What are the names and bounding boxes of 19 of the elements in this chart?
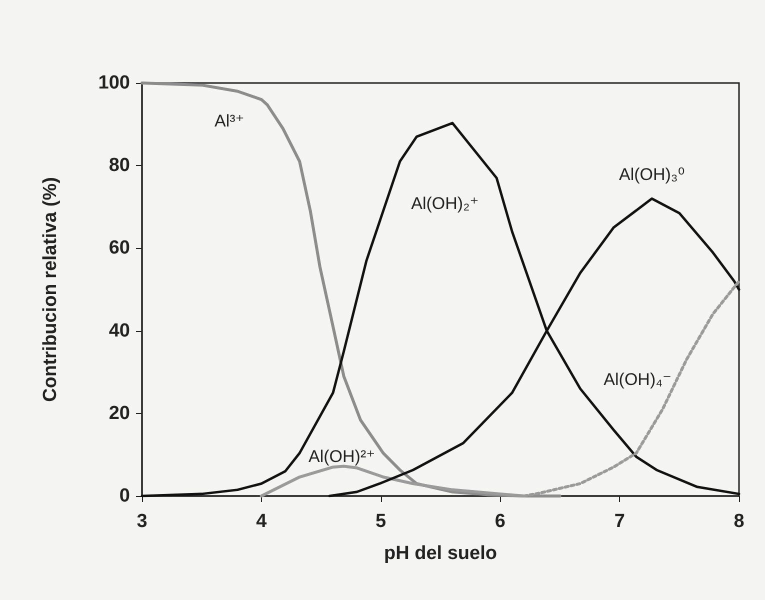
series-label: Al(OH)₃⁰ (618, 165, 685, 184)
series-label: Al(OH)²⁺ (308, 446, 376, 466)
y-tick-label: 80 (108, 155, 130, 176)
x-axis-title: pH del suelo (384, 543, 497, 564)
y-tick-label: 100 (98, 72, 130, 94)
x-tick-label: 4 (256, 511, 268, 532)
y-tick-label: 60 (108, 238, 130, 259)
x-tick-label: 3 (136, 511, 148, 532)
x-tick-label: 8 (734, 511, 744, 532)
y-axis-title: Contribucion relativa (%) (40, 177, 61, 402)
y-tick-label: 20 (108, 402, 130, 424)
x-tick-label: 5 (376, 511, 387, 532)
y-tick-label: 40 (108, 320, 130, 342)
x-tick-label: 7 (614, 511, 625, 532)
x-tick-label: 6 (494, 511, 506, 532)
y-tick-label: 0 (119, 486, 130, 506)
series-label: Al(OH)₄⁻ (604, 370, 672, 389)
series-label: Al(OH)₂⁺ (411, 194, 479, 213)
series-label: Al³⁺ (214, 111, 244, 130)
